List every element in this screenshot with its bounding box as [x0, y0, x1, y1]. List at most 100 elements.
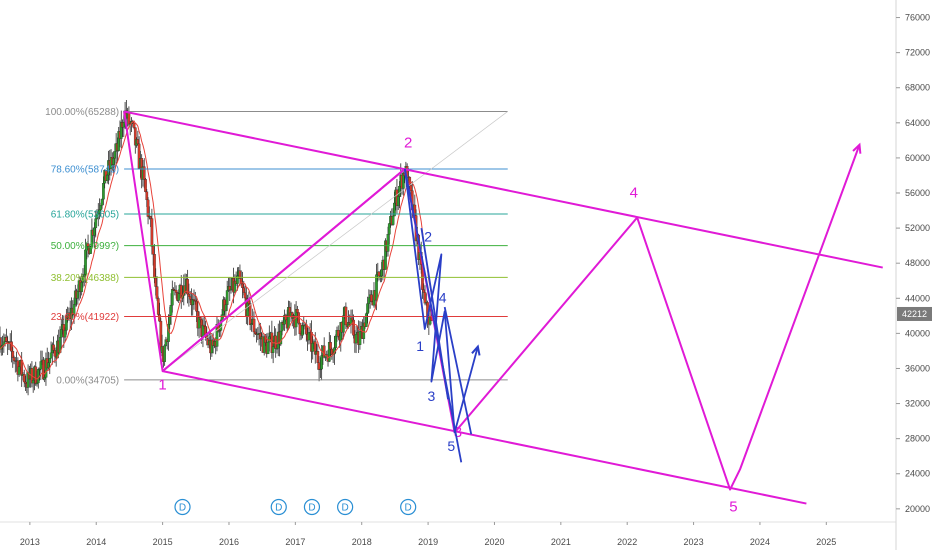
y-tick-label: 76000: [905, 13, 930, 23]
x-tick-label: 2013: [20, 537, 40, 547]
candle-body: [163, 345, 166, 363]
candle-body: [375, 274, 378, 301]
candle-body: [370, 294, 373, 302]
fib-level-label: 61.80%(53605): [51, 210, 119, 221]
moving-average: [0, 120, 432, 380]
fib-level-label: 78.60%(58743): [51, 164, 119, 175]
candle-body: [155, 286, 159, 299]
dividend-marker: [270, 498, 287, 516]
candle-body: [307, 332, 311, 341]
pink-wave-count[interactable]: 1 2 3 4 5: [123, 111, 862, 516]
candle-body: [170, 289, 174, 306]
dividend-marker-label: D: [308, 503, 315, 514]
candle-body: [84, 249, 87, 275]
candle-body: [242, 287, 246, 293]
y-axis[interactable]: 20000 24000 28000 32000 36000 40000 44000 48000…: [895, 0, 930, 550]
dividend-marker: [174, 498, 191, 516]
candle-body: [145, 191, 149, 201]
candle-body: [47, 362, 50, 369]
y-tick-label: 44000: [905, 293, 930, 303]
y-tick-label: 28000: [905, 434, 930, 444]
current-price-label: 42212: [902, 309, 927, 319]
candle-body: [366, 303, 369, 314]
candle-body: [43, 377, 47, 380]
candle-body: [354, 334, 358, 344]
y-tick-label: 24000: [905, 469, 930, 479]
x-tick-label: 2019: [418, 537, 438, 547]
candle-body: [151, 246, 155, 255]
candle-body: [350, 317, 354, 321]
candle-body: [317, 362, 321, 370]
candle-body: [5, 337, 8, 342]
fib-level-label: 0.00%(34705): [56, 375, 119, 386]
blue-wave-arrowhead: [471, 344, 481, 356]
candle-body: [31, 380, 35, 384]
candle-body: [267, 336, 271, 343]
candle-body: [298, 323, 302, 335]
y-tick-label: 72000: [905, 48, 930, 58]
pink-wave-arrowhead: [852, 142, 862, 154]
dividend-marker-label: D: [275, 503, 282, 514]
pink-wave-label: 3: [454, 424, 462, 441]
channel-lower-line: [162, 370, 807, 505]
candle-body: [387, 223, 391, 235]
price-candles: [0, 99, 433, 396]
dividend-marker: [400, 498, 417, 516]
candle-body: [36, 369, 40, 384]
x-tick-label: 2018: [352, 537, 372, 547]
candle-body: [398, 186, 401, 197]
candle-body: [396, 196, 400, 206]
candle-body: [49, 352, 53, 359]
candle-body: [102, 183, 105, 200]
candle-body: [199, 317, 202, 320]
candle-body: [243, 292, 247, 299]
candle-body: [188, 296, 192, 300]
candle-body: [241, 283, 244, 288]
candle-body: [377, 271, 381, 277]
candle-body: [367, 297, 371, 304]
current-price-box: [897, 306, 932, 321]
fibonacci-retracement[interactable]: 100.00%(65288) 78.60%(58743) 61.80%(53605)…: [45, 107, 508, 386]
x-tick-label: 2023: [684, 537, 704, 547]
candle-body: [144, 179, 147, 192]
pink-wave-path: [123, 111, 861, 491]
candle-body: [336, 329, 340, 337]
candle-body: [316, 351, 320, 363]
ascending-trendline[interactable]: [161, 111, 508, 372]
fib-level-label: 38.20%(46388): [51, 273, 119, 284]
fib-level-label: 100.00%(65288): [45, 107, 119, 118]
candle-body: [11, 351, 15, 358]
candle-body: [122, 122, 126, 128]
candle-body: [42, 359, 45, 380]
candle-body: [132, 122, 136, 128]
candle-body: [17, 366, 21, 375]
candle-body: [266, 341, 270, 355]
blue-wave-path: [420, 227, 449, 400]
x-axis[interactable]: 2013 2014 2015 2016 2017 2018 2019 2020 2021 2022…: [0, 521, 896, 547]
candle-body: [422, 289, 426, 293]
channel-upper-line: [123, 110, 883, 269]
blue-wave-label: 5: [447, 438, 455, 454]
descending-channel[interactable]: [123, 110, 883, 505]
fib-level-label: 50.00%(4999?): [51, 241, 119, 252]
candle-body: [248, 303, 252, 325]
candle-body: [153, 254, 156, 279]
y-tick-label: 68000: [905, 83, 930, 93]
blue-wave-label: 2: [424, 228, 432, 244]
y-tick-label: 36000: [905, 363, 930, 373]
candle-body: [334, 336, 338, 348]
y-tick-label: 64000: [905, 118, 930, 128]
candle-body: [20, 360, 24, 376]
candle-body: [201, 324, 205, 337]
candle-body: [154, 277, 158, 287]
candle-body: [202, 324, 206, 327]
candle-body: [113, 151, 117, 159]
blue-wave-path: [443, 306, 473, 435]
candle-body: [174, 289, 178, 293]
candle-body: [22, 374, 26, 383]
candle-body: [63, 330, 67, 338]
candle-body: [169, 304, 173, 316]
